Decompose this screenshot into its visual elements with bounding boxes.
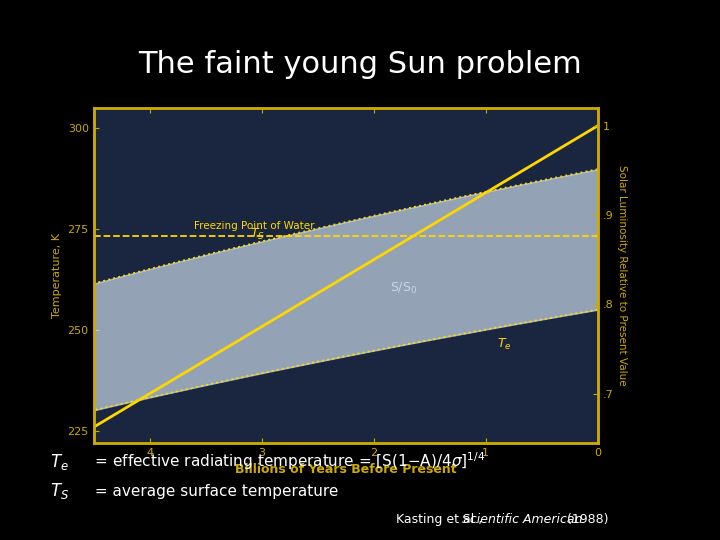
Text: $T_S$: $T_S$ [251,227,265,242]
Text: (1988): (1988) [563,512,608,526]
Text: The faint young Sun problem: The faint young Sun problem [138,50,582,79]
Text: Scientific American: Scientific American [462,512,582,526]
Text: = average surface temperature: = average surface temperature [90,484,338,499]
Text: = effective radiating temperature = [S(1$-$A)/4$\sigma$]$^{1/4}$: = effective radiating temperature = [S(1… [90,450,485,472]
Text: Kasting et al.,: Kasting et al., [396,512,486,526]
Text: $T_e$: $T_e$ [497,336,511,352]
Text: $T_e$: $T_e$ [50,452,69,472]
Y-axis label: Temperature, K: Temperature, K [52,233,62,318]
Text: Freezing Point of Water: Freezing Point of Water [194,221,315,231]
Text: S/S$_0$: S/S$_0$ [390,281,418,296]
Y-axis label: Solar Luminosity Relative to Present Value: Solar Luminosity Relative to Present Val… [617,165,627,386]
Text: $T_S$: $T_S$ [50,481,70,501]
X-axis label: Billions of Years Before Present: Billions of Years Before Present [235,463,456,476]
